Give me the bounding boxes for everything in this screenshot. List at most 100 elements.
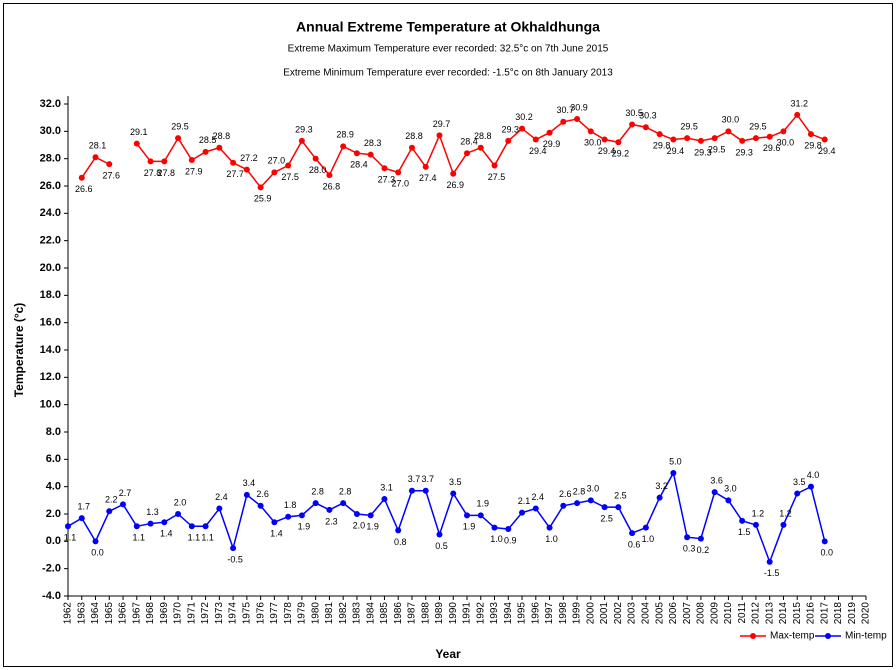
x-tick-label: 1975 <box>242 602 253 625</box>
data-point <box>505 137 512 144</box>
data-label: 0.9 <box>504 535 517 545</box>
data-point <box>752 521 759 528</box>
data-point <box>532 505 539 512</box>
data-point <box>807 483 814 490</box>
data-label: 27.6 <box>103 171 121 181</box>
data-point <box>188 523 195 530</box>
x-tick-label: 1989 <box>434 602 445 625</box>
data-label: 3.4 <box>243 478 256 488</box>
data-label: 27.0 <box>268 156 286 166</box>
data-label: 2.6 <box>256 489 269 499</box>
x-tick-label: 1993 <box>489 602 500 625</box>
data-label: 28.5 <box>199 135 217 145</box>
x-tick-label: 1979 <box>297 602 308 625</box>
data-label: 1.2 <box>779 508 792 518</box>
x-tick-label: 1976 <box>255 602 266 625</box>
data-point <box>560 118 567 125</box>
x-tick-label: 1982 <box>338 602 349 625</box>
x-tick-label: 1998 <box>558 602 569 625</box>
y-tick-label: 30.0 <box>40 125 61 137</box>
data-point <box>257 184 264 191</box>
data-label: 3.5 <box>449 477 462 487</box>
data-label: 29.3 <box>502 124 520 134</box>
x-tick-label: 2001 <box>599 602 610 625</box>
data-label: 27.4 <box>419 173 437 183</box>
data-point <box>175 135 182 142</box>
data-point <box>711 135 718 142</box>
data-point <box>202 523 209 530</box>
data-point <box>408 487 415 494</box>
data-point <box>697 137 704 144</box>
data-label: 27.3 <box>378 175 396 185</box>
data-label: 30.5 <box>625 108 643 118</box>
data-point <box>161 158 168 165</box>
data-label: 27.7 <box>226 169 244 179</box>
data-label: 27.8 <box>158 168 176 178</box>
data-label: 28.8 <box>405 131 423 141</box>
data-label: 27.0 <box>391 179 409 189</box>
data-point <box>766 558 773 565</box>
data-point <box>230 545 237 552</box>
data-label: -1.5 <box>764 568 780 578</box>
data-label: 1.1 <box>133 533 146 543</box>
data-label: 29.5 <box>749 122 767 132</box>
data-label: 29.3 <box>694 147 712 157</box>
data-point <box>464 512 470 519</box>
data-label: 27.9 <box>185 166 203 176</box>
data-label: 29.4 <box>598 146 616 156</box>
data-label: 28.4 <box>350 160 368 170</box>
data-point <box>532 136 539 143</box>
data-label: 1.9 <box>477 499 490 509</box>
data-point <box>436 531 443 538</box>
data-label: 0.0 <box>91 548 104 558</box>
data-label: 27.5 <box>281 172 299 182</box>
data-point <box>326 506 333 513</box>
x-tick-label: 1968 <box>145 602 156 625</box>
x-tick-label: 1999 <box>572 602 583 625</box>
data-point <box>243 166 250 173</box>
data-point <box>739 137 746 144</box>
x-tick-label: 1990 <box>448 602 459 625</box>
data-point <box>230 159 237 166</box>
data-point <box>780 521 787 528</box>
x-tick-label: 1964 <box>90 602 101 625</box>
data-label: 1.5 <box>738 527 751 537</box>
x-tick-label: 1965 <box>104 602 115 625</box>
x-tick-label: 2018 <box>833 602 844 625</box>
x-tick-label: 2013 <box>764 602 775 625</box>
data-point <box>422 163 429 170</box>
x-tick-label: 1978 <box>283 602 294 625</box>
x-tick-label: 1970 <box>173 602 184 625</box>
data-label: 2.0 <box>174 497 187 507</box>
data-label: 4.0 <box>807 470 820 480</box>
data-point <box>752 135 759 142</box>
x-tick-label: 1963 <box>76 602 87 625</box>
data-label: 25.9 <box>254 194 272 204</box>
data-point <box>477 512 484 519</box>
data-label: 1.4 <box>270 529 283 539</box>
data-point <box>133 140 140 147</box>
legend-label: Max-temp <box>770 631 815 642</box>
data-point <box>587 128 594 135</box>
data-point <box>353 511 360 517</box>
data-point <box>381 165 388 172</box>
data-label: 29.3 <box>735 147 753 157</box>
data-label: 30.9 <box>570 102 588 112</box>
x-tick-label: 1974 <box>228 602 239 625</box>
data-label: 29.4 <box>529 146 547 156</box>
data-label: 2.4 <box>215 492 228 502</box>
data-label: 27.2 <box>240 153 258 163</box>
data-label: 2.8 <box>573 486 586 496</box>
data-label: 28.8 <box>474 131 492 141</box>
data-label: 1.1 <box>64 533 77 543</box>
data-point <box>78 515 85 522</box>
y-tick-label: 18.0 <box>40 289 61 301</box>
data-label: 1.0 <box>545 534 558 544</box>
y-tick-label: 4.0 <box>46 481 61 493</box>
data-point <box>670 136 677 143</box>
data-label: 28.9 <box>336 130 354 140</box>
x-tick-label: 1991 <box>462 602 473 625</box>
data-point <box>546 129 553 136</box>
data-label: 29.5 <box>708 145 726 155</box>
